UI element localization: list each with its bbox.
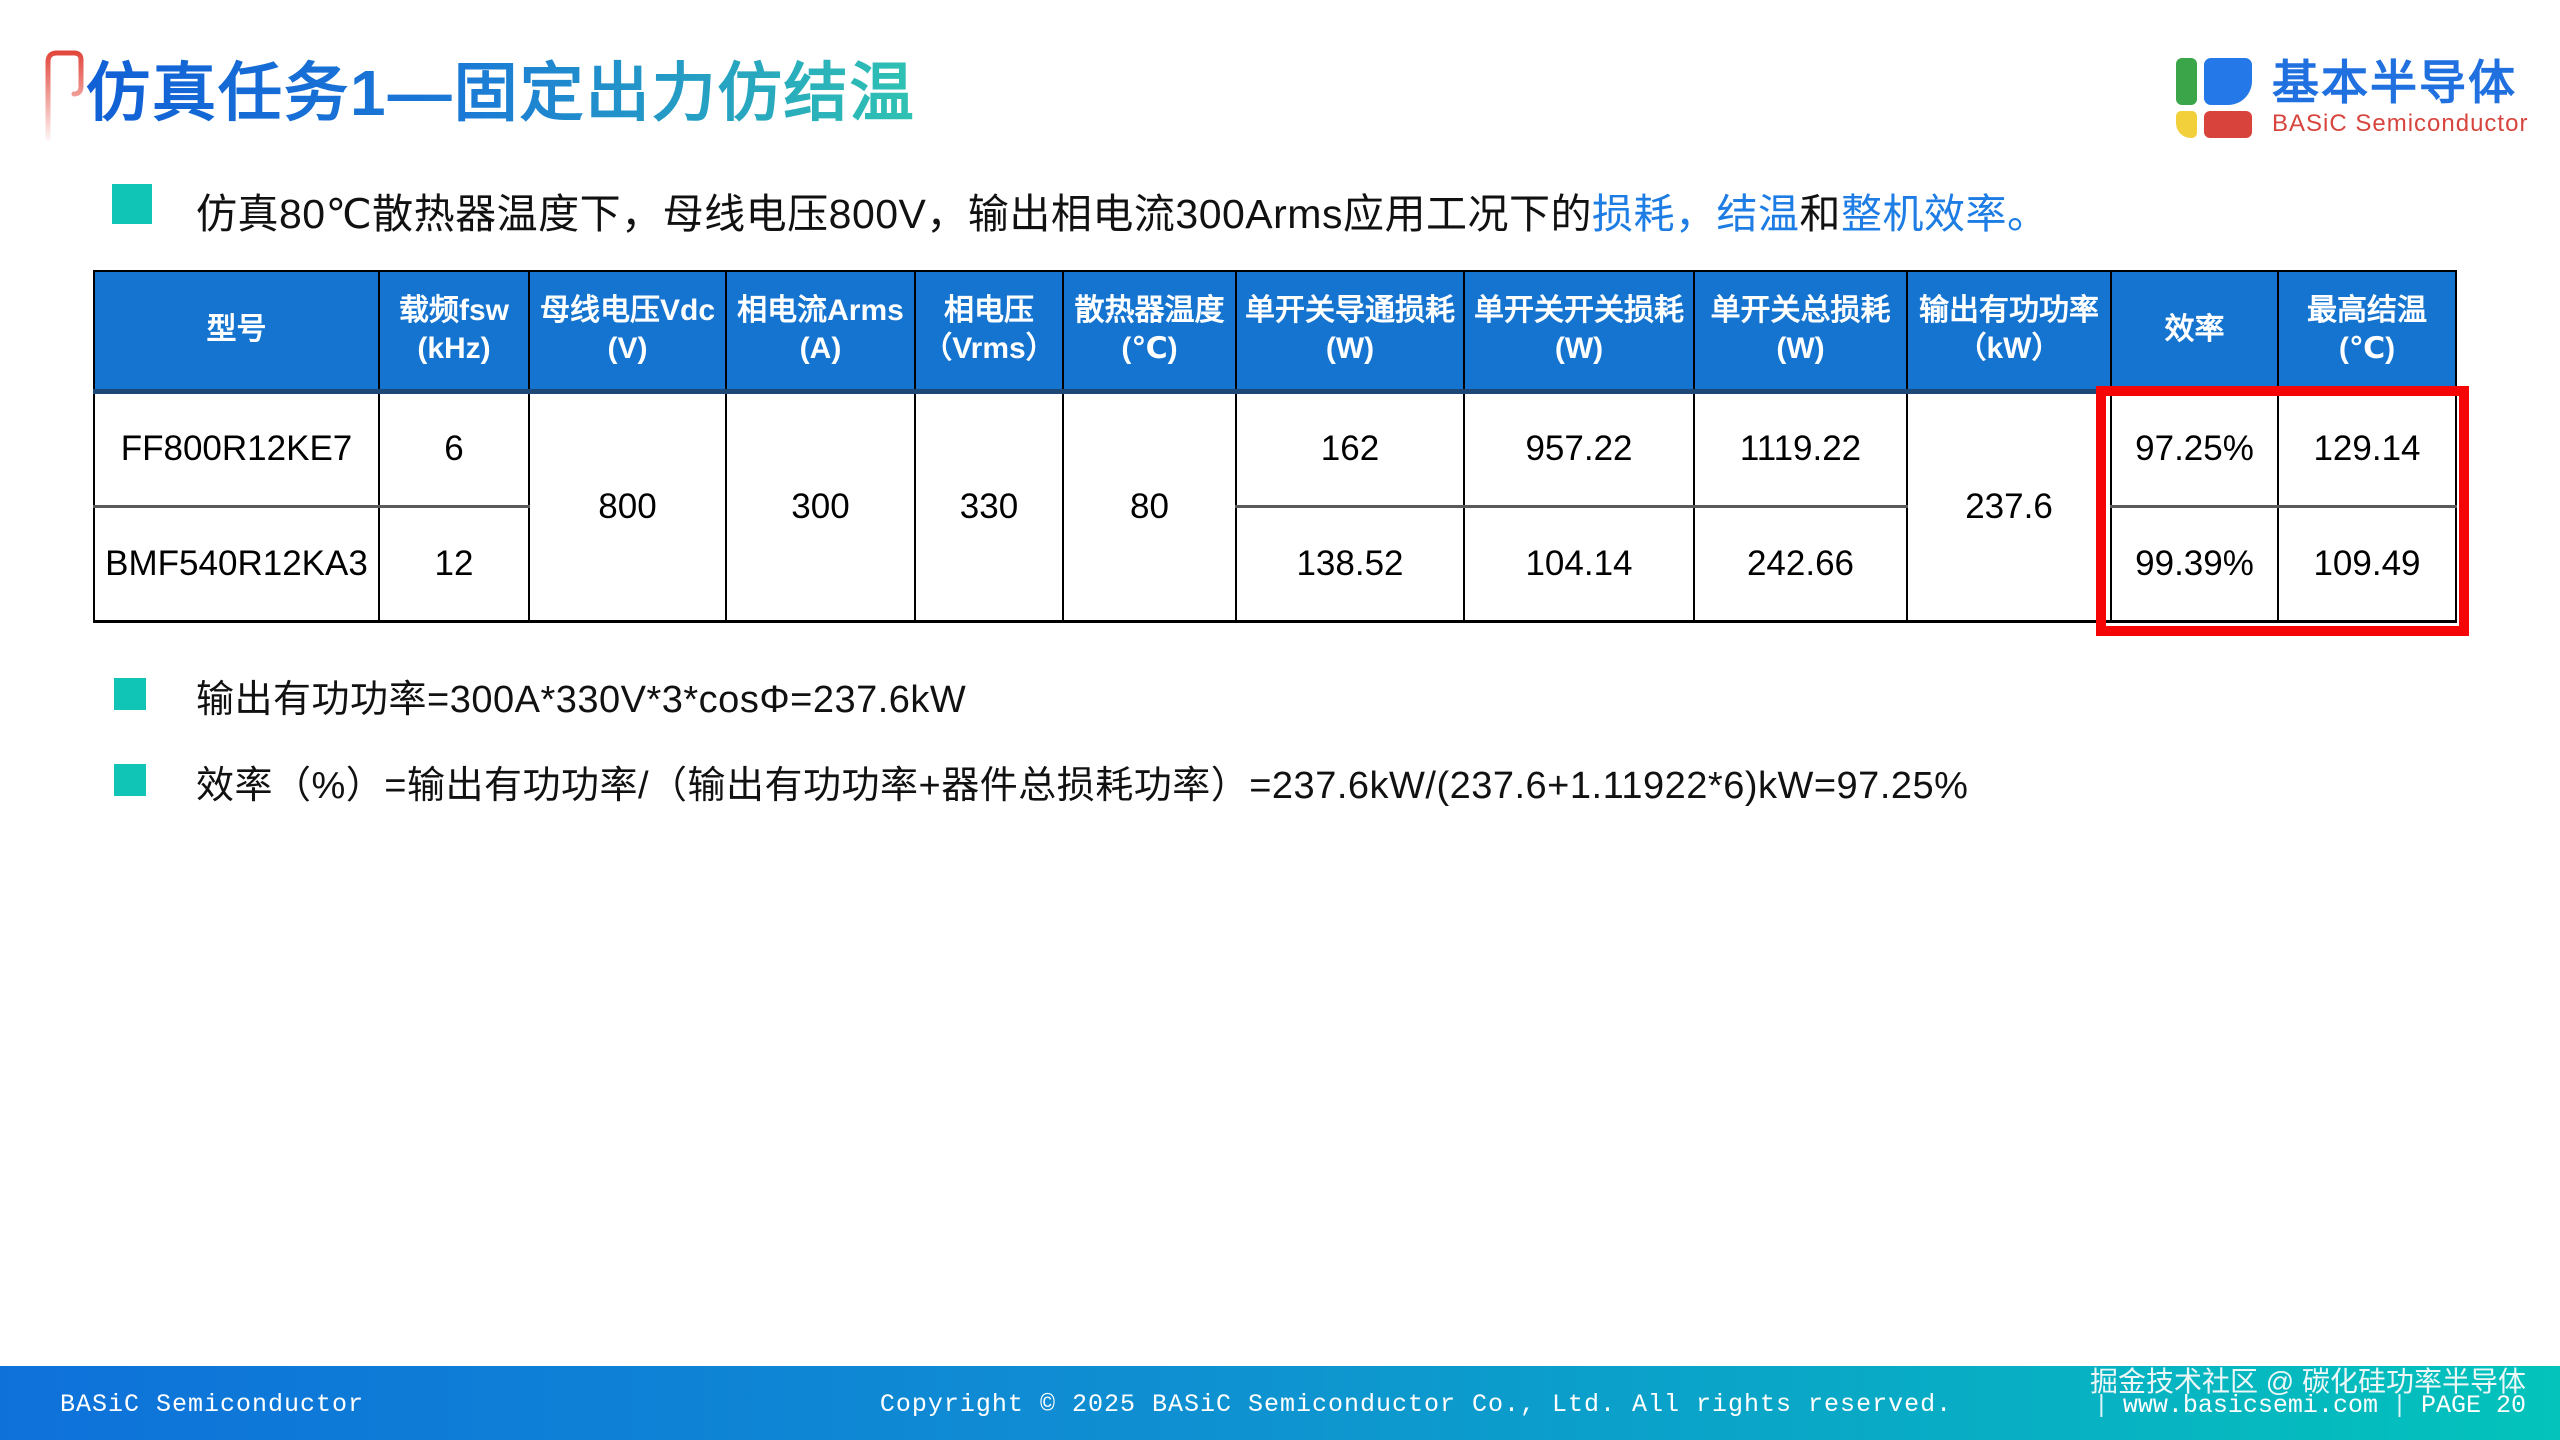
col-header-vdc: 母线电压Vdc (V)	[528, 270, 727, 394]
cell-max-tj-2: 109.49	[2277, 505, 2457, 623]
col-header-vrms: 相电压 （Vrms）	[914, 270, 1064, 394]
cell-output-power: 237.6	[1906, 390, 2112, 623]
col-header-heatsink-temp: 散热器温度 (℃)	[1062, 270, 1237, 394]
separator: |	[2391, 1391, 2407, 1420]
simulation-table-container: 型号 载频fsw (kHz) 母线电压Vdc (V) 相电流Arms (A) 相电压（…	[93, 270, 2469, 636]
cell-vdc: 800	[528, 390, 727, 623]
cell-conduction-loss-1: 162	[1235, 390, 1465, 508]
watermark-community: 掘金技术社区 @ 碳化硅功率半导体	[2090, 1366, 2526, 1397]
logo-square-yellow-icon	[2176, 111, 2197, 138]
cell-model-2: BMF540R12KA3	[93, 505, 380, 623]
cell-vrms: 330	[914, 390, 1064, 623]
table-row: BMF540R12KA3 12 138.52 104.14 242.66 99.…	[93, 505, 2457, 623]
intro-highlight-loss: 损耗，结温	[1591, 191, 1800, 237]
footer-company: BASiC Semiconductor	[60, 1390, 365, 1419]
intro-text: 仿真80℃散热器温度下，母线电压800V，输出相电流300Arms应用工况下的损…	[196, 180, 2496, 240]
separator: |	[2093, 1391, 2109, 1420]
footer-url: www.basicsemi.com	[2122, 1391, 2378, 1420]
table-header-row: 型号 载频fsw (kHz) 母线电压Vdc (V) 相电流Arms (A) 相电压（…	[93, 270, 2457, 394]
watermark-url-page: | www.basicsemi.com | PAGE 20	[2080, 1392, 2526, 1420]
logo-square-red-icon	[2204, 111, 2252, 138]
cell-arms: 300	[725, 390, 916, 623]
col-header-conduction-loss: 单开关导通损耗 (W)	[1235, 270, 1465, 394]
footer-copyright: Copyright © 2025 BASiC Semiconductor Co.…	[879, 1390, 1953, 1419]
cell-switching-loss-1: 957.22	[1463, 390, 1695, 508]
logo-square-green-icon	[2176, 58, 2197, 105]
cell-heatsink-temp: 80	[1062, 390, 1237, 623]
footer-watermark: 掘金技术社区 @ 碳化硅功率半导体 | www.basicsemi.com | PAG…	[2080, 1368, 2526, 1420]
cell-max-tj-1: 129.14	[2277, 390, 2457, 508]
logo-name-en: BASiC Semiconductor	[2272, 110, 2529, 137]
col-header-output-power: 输出有功功率 （kW）	[1906, 270, 2112, 394]
footer-page-number: PAGE 20	[2420, 1391, 2526, 1420]
cell-efficiency-2: 99.39%	[2110, 505, 2279, 623]
logo-name-cn: 基本半导体	[2272, 56, 2517, 109]
col-header-switching-loss: 单开关开关损耗 (W)	[1463, 270, 1695, 394]
col-header-max-tj: 最高结温 (℃)	[2277, 270, 2457, 394]
cell-fsw-2: 12	[378, 505, 530, 623]
col-header-fsw: 载频fsw (kHz)	[378, 270, 530, 394]
logo-mark-icon	[2176, 58, 2254, 140]
simulation-table: 型号 载频fsw (kHz) 母线电压Vdc (V) 相电流Arms (A) 相电压（…	[93, 270, 2457, 623]
col-header-total-loss: 单开关总损耗 (W)	[1693, 270, 1908, 394]
cell-fsw-1: 6	[378, 390, 530, 508]
table-row: FF800R12KE7 6 800 300 330 80 162 957.22 …	[93, 390, 2457, 623]
intro-pre: 仿真80℃散热器温度下，母线电压800V，输出相电流300Arms应用工况下的	[196, 191, 1592, 237]
logo-text: 基本半导体 BASiC Semiconductor	[2272, 58, 2528, 138]
cell-switching-loss-2: 104.14	[1463, 505, 1695, 623]
bookmark-icon	[34, 44, 90, 149]
cell-total-loss-1: 1119.22	[1693, 390, 1908, 508]
note-output-power-formula: 输出有功功率=300A*330V*3*cosΦ=237.6kW	[196, 679, 967, 721]
intro-and: 和	[1799, 191, 1841, 237]
page-title: 仿真任务1—固定出力仿结温	[86, 42, 916, 134]
cell-total-loss-2: 242.66	[1693, 505, 1908, 623]
col-header-arms: 相电流Arms (A)	[725, 270, 916, 394]
cell-model-1: FF800R12KE7	[93, 390, 380, 508]
col-header-model: 型号	[93, 270, 380, 394]
bullet-square-icon	[114, 678, 146, 710]
footer-bar: BASiC Semiconductor Copyright © 2025 BAS…	[0, 1366, 2560, 1440]
cell-conduction-loss-2: 138.52	[1235, 505, 1465, 623]
company-logo: 基本半导体 BASiC Semiconductor	[2176, 58, 2528, 140]
bullet-square-icon	[112, 184, 152, 224]
cell-efficiency-1: 97.25%	[2110, 390, 2279, 508]
note-efficiency-formula: 效率（%）=输出有功功率/（输出有功功率+器件总损耗功率）=237.6kW/(2…	[196, 765, 1969, 807]
bullet-square-icon	[114, 764, 146, 796]
logo-square-blue-icon	[2204, 58, 2252, 105]
col-header-efficiency: 效率	[2110, 270, 2279, 394]
intro-highlight-efficiency: 整机效率。	[1840, 191, 2049, 237]
